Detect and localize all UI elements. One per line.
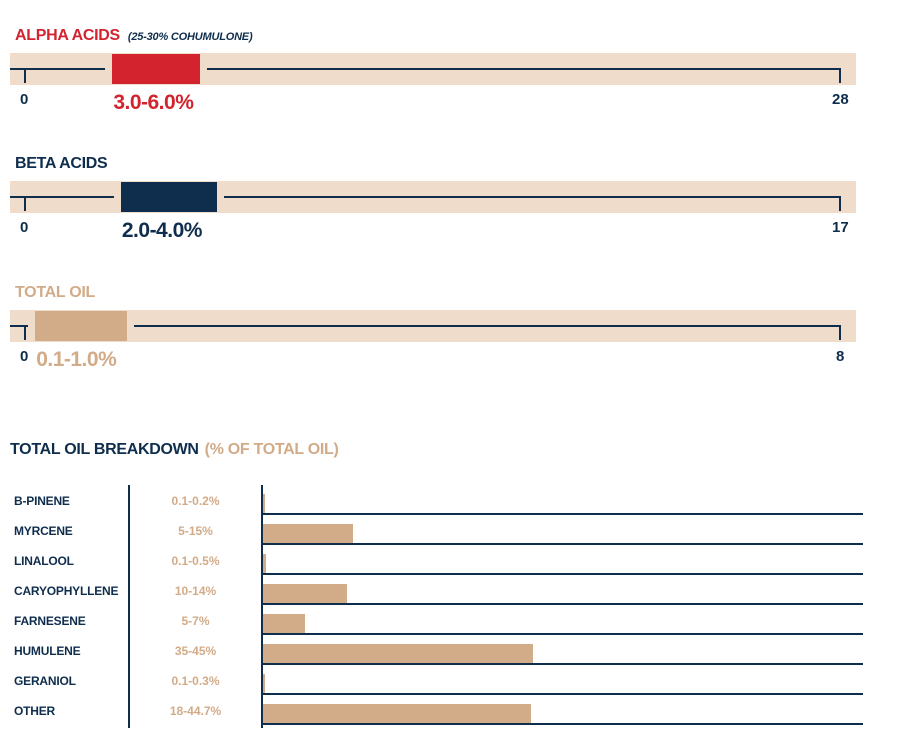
total-oil-title: TOTAL OIL <box>15 284 95 302</box>
alpha-acids-title: ALPHA ACIDS (25-30% COHUMULONE) <box>15 27 253 45</box>
total-oil-line-left <box>10 325 29 327</box>
oil-breakdown-range-label: 0.1-0.3% <box>171 674 220 688</box>
oil-breakdown-chart: B-PINENE 0.1-0.2% MYRCENE 5-15% LINALOOL 0.1-… <box>0 485 912 730</box>
alpha-acids-chart: ALPHA ACIDS (25-30% COHUMULONE) 0 28 3.0-… <box>10 27 856 119</box>
total-oil-value-label: 0.1-1.0% <box>36 348 117 371</box>
alpha-acids-min-label: 0 <box>20 91 29 108</box>
beta-acids-chart: BETA ACIDS 0 17 2.0-4.0% <box>10 155 856 247</box>
oil-breakdown-range-label: 10-14% <box>174 584 217 598</box>
oil-breakdown-row-baseline <box>263 663 863 665</box>
oil-breakdown-row: FARNESENE 5-7% <box>0 605 912 635</box>
oil-breakdown-row: B-PINENE 0.1-0.2% <box>0 485 912 515</box>
oil-breakdown-range-label: 18-44.7% <box>169 704 222 718</box>
alpha-acids-value-label: 3.0-6.0% <box>113 91 194 114</box>
alpha-acids-min-tick <box>24 69 26 83</box>
beta-acids-line-left <box>10 196 114 198</box>
oil-breakdown-row: MYRCENE 5-15% <box>0 515 912 545</box>
oil-breakdown-range-label: 5-15% <box>178 524 213 538</box>
oil-breakdown-range-label: 0.1-0.5% <box>171 554 220 568</box>
alpha-acids-line-right <box>206 68 841 70</box>
oil-breakdown-range-label: 0.1-0.2% <box>171 494 220 508</box>
oil-breakdown-row: LINALOOL 0.1-0.5% <box>0 545 912 575</box>
beta-acids-title: BETA ACIDS <box>15 155 108 173</box>
oil-breakdown-category-label: B-PINENE <box>14 494 70 508</box>
alpha-acids-max-tick <box>839 69 841 83</box>
oil-breakdown-category-label: GERANIOL <box>14 674 76 688</box>
oil-breakdown-row-baseline <box>263 513 863 515</box>
oil-breakdown-bar <box>263 494 265 514</box>
oil-breakdown-category-label: FARNESENE <box>14 614 86 628</box>
beta-acids-min-tick <box>24 197 26 211</box>
total-oil-track <box>10 310 856 342</box>
oil-breakdown-category-label: OTHER <box>14 704 56 718</box>
oil-breakdown-unit-label: (% OF TOTAL OIL) <box>204 441 339 458</box>
oil-breakdown-bar <box>263 524 353 544</box>
oil-breakdown-bar <box>263 614 305 634</box>
beta-acids-title-text: BETA ACIDS <box>15 155 108 172</box>
oil-breakdown-bar <box>263 584 347 604</box>
oil-breakdown-range-label: 35-45% <box>174 644 217 658</box>
total-oil-range-bar <box>35 311 127 341</box>
oil-breakdown-row: CARYOPHYLLENE 10-14% <box>0 575 912 605</box>
alpha-acids-subtitle: (25-30% COHUMULONE) <box>127 31 253 43</box>
oil-breakdown-row: GERANIOL 0.1-0.3% <box>0 665 912 695</box>
total-oil-max-label: 8 <box>836 348 845 365</box>
beta-acids-max-tick <box>839 197 841 211</box>
beta-acids-value-label: 2.0-4.0% <box>121 219 203 242</box>
alpha-acids-line-left <box>10 68 106 70</box>
oil-breakdown-title-text: TOTAL OIL BREAKDOWN <box>10 441 199 458</box>
beta-acids-max-label: 17 <box>832 219 849 236</box>
oil-breakdown-row-baseline <box>263 543 863 545</box>
oil-breakdown-category-label: LINALOOL <box>14 554 74 568</box>
total-oil-line-right <box>133 325 841 327</box>
alpha-acids-range-bar <box>112 54 200 84</box>
alpha-acids-title-text: ALPHA ACIDS <box>15 27 120 44</box>
beta-acids-track <box>10 181 856 213</box>
total-oil-max-tick <box>839 326 841 340</box>
total-oil-min-tick <box>24 326 26 340</box>
total-oil-chart: TOTAL OIL 0 8 0.1-1.0% <box>10 284 856 376</box>
beta-acids-range-bar <box>120 182 217 212</box>
total-oil-title-text: TOTAL OIL <box>15 284 95 301</box>
oil-breakdown-bar <box>263 704 532 724</box>
alpha-acids-max-label: 28 <box>832 91 849 108</box>
oil-breakdown-bar <box>263 554 266 574</box>
oil-breakdown-row: OTHER 18-44.7% <box>0 695 912 725</box>
oil-breakdown-divider <box>128 485 130 728</box>
oil-breakdown-y-axis <box>261 485 263 728</box>
beta-acids-line-right <box>223 196 841 198</box>
oil-breakdown-row-baseline <box>263 723 863 725</box>
alpha-acids-track <box>10 53 856 85</box>
total-oil-min-label: 0 <box>20 348 29 365</box>
oil-breakdown-title: TOTAL OIL BREAKDOWN (% OF TOTAL OIL) <box>10 441 339 459</box>
oil-breakdown-row-baseline <box>263 633 863 635</box>
oil-breakdown-bar <box>263 644 533 664</box>
beta-acids-min-label: 0 <box>20 219 29 236</box>
oil-breakdown-category-label: MYRCENE <box>14 524 73 538</box>
oil-breakdown-row-baseline <box>263 603 863 605</box>
oil-breakdown-category-label: HUMULENE <box>14 644 81 658</box>
oil-breakdown-range-label: 5-7% <box>181 614 210 628</box>
oil-breakdown-row-baseline <box>263 693 863 695</box>
oil-breakdown-bar <box>263 674 265 694</box>
oil-breakdown-row-baseline <box>263 573 863 575</box>
oil-breakdown-category-label: CARYOPHYLLENE <box>14 584 119 598</box>
oil-breakdown-row: HUMULENE 35-45% <box>0 635 912 665</box>
